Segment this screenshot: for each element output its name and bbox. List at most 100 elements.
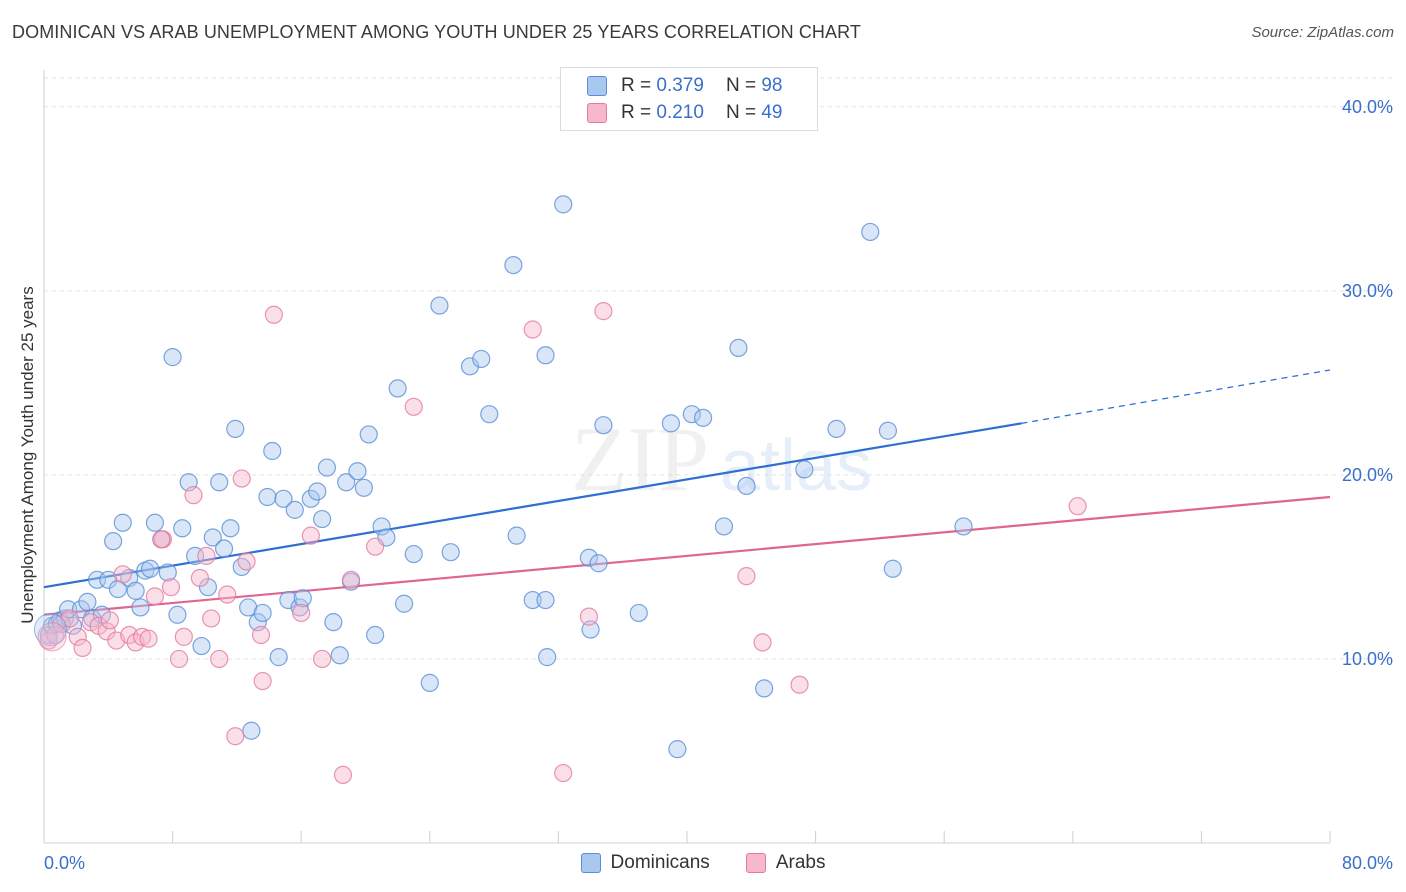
dominican-point xyxy=(366,625,385,645)
tick-labels: 10.0% 20.0% 30.0% 40.0% 0.0% 80.0% xyxy=(44,97,1393,873)
dominican-point xyxy=(404,544,423,564)
arab-point xyxy=(264,305,283,324)
arab-point xyxy=(174,627,193,646)
legend-n-value: 49 xyxy=(761,102,783,123)
arab-point xyxy=(226,727,245,746)
arab-cluster-point xyxy=(37,622,67,652)
legend-item-dominicans: Dominicans xyxy=(580,852,710,874)
arab-point xyxy=(594,302,613,321)
legend-swatch-blue xyxy=(580,853,601,873)
dominican-point xyxy=(504,255,523,275)
dominican-point xyxy=(755,679,774,698)
dominican-point xyxy=(472,349,491,369)
dominican-point xyxy=(693,408,713,427)
y-tick-label: 20.0% xyxy=(1342,465,1393,485)
arab-point xyxy=(737,567,756,586)
arab-point xyxy=(202,609,221,628)
dominican-point xyxy=(554,195,573,214)
dominican-point xyxy=(274,489,293,508)
arab-point xyxy=(46,625,65,645)
arab-point xyxy=(197,546,216,565)
dominican-point xyxy=(480,405,499,424)
arab-point xyxy=(145,587,165,606)
dominican-point xyxy=(192,636,211,656)
dominican-point xyxy=(430,296,449,315)
arab-point xyxy=(790,675,809,694)
arab-point xyxy=(523,320,542,339)
arab-point xyxy=(253,671,272,691)
dominican-point xyxy=(78,592,97,611)
arab-point xyxy=(132,627,152,646)
arab-point xyxy=(161,578,181,597)
arab-point xyxy=(404,397,423,416)
arab-point xyxy=(232,469,251,488)
dominican-point xyxy=(301,489,320,508)
dominican-point xyxy=(536,346,555,365)
legend-r-value: 0.379 xyxy=(656,75,704,96)
dominican-point xyxy=(253,603,272,623)
dominican-point xyxy=(258,487,277,507)
dominican-point xyxy=(203,528,222,547)
y-tick-label: 40.0% xyxy=(1342,97,1393,117)
dominican-point xyxy=(173,519,192,538)
series-legend: Dominicans Arabs xyxy=(0,852,1406,874)
arab-point xyxy=(218,585,237,604)
dominican-point xyxy=(269,648,288,667)
dominican-point xyxy=(594,416,613,435)
dominican-point xyxy=(312,509,332,529)
legend-r-value: 0.210 xyxy=(656,102,704,123)
dominican-point xyxy=(104,532,123,551)
arab-point xyxy=(113,565,132,584)
dominican-trend-extension xyxy=(1021,369,1331,424)
watermark-zip: ZIP xyxy=(571,408,709,510)
arab-point xyxy=(554,763,573,783)
legend-r-label: R = xyxy=(621,75,652,96)
dominican-point xyxy=(354,478,373,497)
dominican-point xyxy=(714,517,734,536)
watermark: ZIP atlas xyxy=(571,408,872,510)
dominican-point xyxy=(883,559,902,578)
legend-r-label: R = xyxy=(621,102,652,123)
legend-n-value: 98 xyxy=(761,75,783,96)
dominican-point xyxy=(359,425,378,444)
arab-point xyxy=(301,526,320,545)
legend-row-dominicans: R = 0.379 N = 98 xyxy=(587,74,782,98)
dominican-point xyxy=(538,648,557,667)
dominican-point xyxy=(221,519,240,538)
stats-legend: R = 0.379 N = 98 R = 0.210 N = 49 xyxy=(560,67,818,131)
dominican-point xyxy=(372,517,391,536)
dominican-point xyxy=(795,460,814,479)
arab-point xyxy=(184,486,203,505)
y-axis-title: Unemployment Among Youth under 25 years xyxy=(18,286,37,624)
dominican-point xyxy=(668,740,687,759)
axes xyxy=(43,70,1331,844)
dominican-point xyxy=(163,348,182,367)
legend-n-label: N = xyxy=(725,102,757,123)
dominican-point xyxy=(232,557,251,577)
dominican-point xyxy=(145,513,165,532)
dominican-point xyxy=(285,500,304,519)
arab-point xyxy=(251,625,271,645)
dominican-point xyxy=(158,563,177,582)
dominican-trend-line xyxy=(43,422,1022,589)
dominican-point xyxy=(861,222,880,242)
arab-point xyxy=(753,633,772,652)
dominican-point xyxy=(394,594,414,613)
dominican-point xyxy=(579,548,599,567)
data-points xyxy=(33,195,1087,785)
x-tick-label: 80.0% xyxy=(1342,853,1393,873)
arab-point xyxy=(73,638,92,658)
arab-point xyxy=(139,629,158,648)
dominican-point xyxy=(629,603,648,623)
arab-point xyxy=(97,622,116,641)
dominican-point xyxy=(337,473,356,492)
arab-point xyxy=(1068,497,1087,516)
dominican-point xyxy=(308,482,327,501)
dominican-cluster-point xyxy=(33,613,67,647)
arab-point xyxy=(190,568,210,588)
legend-n-label: N = xyxy=(725,75,757,96)
x-tick-label: 0.0% xyxy=(44,853,85,873)
dominican-point xyxy=(210,473,229,492)
dominican-point xyxy=(131,598,150,617)
